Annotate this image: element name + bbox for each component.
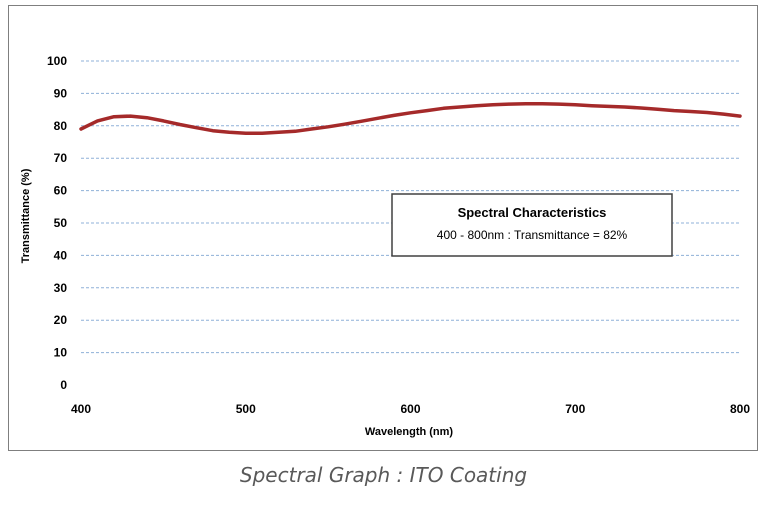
y-tick-label-50: 50 [54, 216, 68, 230]
annotation-box: Spectral Characteristics 400 - 800nm : T… [391, 193, 673, 257]
series-line-0 [79, 102, 742, 136]
y-tick-label-80: 80 [54, 119, 68, 133]
y-tick-label-40: 40 [54, 248, 68, 262]
x-tick-label-500: 500 [236, 402, 256, 416]
figure-caption: Spectral Graph : ITO Coating [239, 463, 528, 487]
chart-frame: 0 10 20 30 40 50 60 70 80 90 100 400 500 600 700 800 T… [8, 5, 758, 451]
series-group [79, 102, 742, 136]
x-tick-labels: 400 500 600 700 800 [71, 402, 750, 416]
spectral-chart: 0 10 20 30 40 50 60 70 80 90 100 400 500 600 700 800 T… [20, 54, 750, 438]
y-tick-label-70: 70 [54, 151, 68, 165]
y-tick-labels: 0 10 20 30 40 50 60 70 80 90 100 [47, 54, 67, 392]
annotation-title: Spectral Characteristics [458, 205, 607, 220]
x-tick-label-700: 700 [565, 402, 585, 416]
y-axis-label: Transmittance (%) [20, 168, 32, 263]
y-tick-label-60: 60 [54, 184, 68, 198]
x-tick-label-400: 400 [71, 402, 91, 416]
y-tick-label-0: 0 [60, 378, 67, 392]
y-tick-label-30: 30 [54, 281, 68, 295]
annotation-box-border [391, 193, 673, 257]
y-tick-label-90: 90 [54, 86, 68, 100]
y-tick-label-20: 20 [54, 313, 68, 327]
x-axis-label: Wavelength (nm) [365, 426, 454, 438]
x-tick-label-600: 600 [400, 402, 420, 416]
x-tick-label-800: 800 [730, 402, 750, 416]
y-tick-label-10: 10 [54, 346, 68, 360]
annotation-text: 400 - 800nm : Transmittance = 82% [437, 228, 628, 242]
y-tick-label-100: 100 [47, 54, 67, 68]
